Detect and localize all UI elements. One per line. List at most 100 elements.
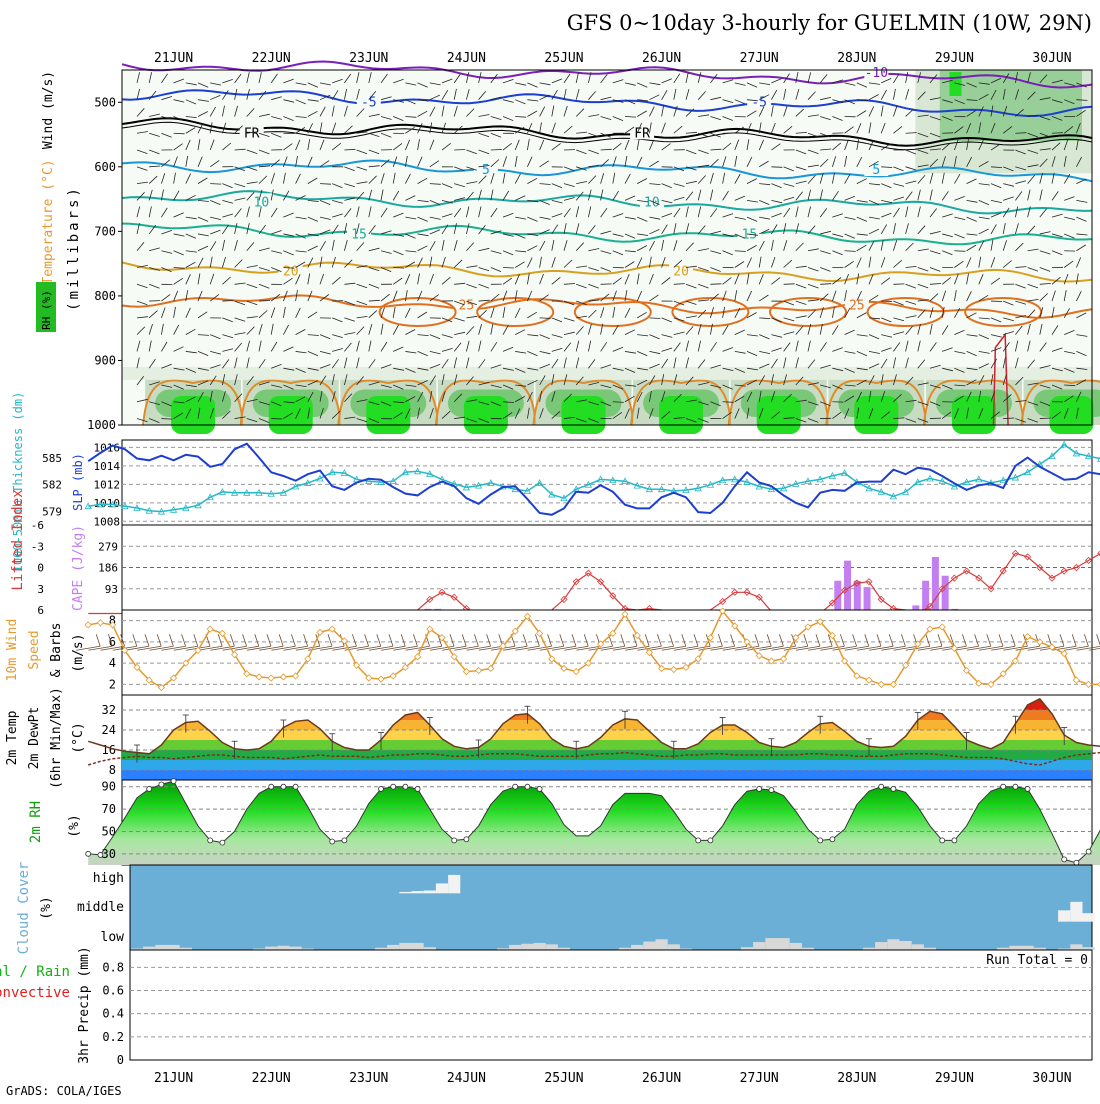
axis-label-cloud: Cloud Cover xyxy=(16,862,32,955)
rh-point xyxy=(879,784,884,789)
rh-point xyxy=(891,786,896,791)
cloud-bar xyxy=(790,943,802,950)
rh-point xyxy=(1013,784,1018,789)
date-label-top: 23JUN xyxy=(349,51,388,66)
rh-zone-core xyxy=(854,396,898,434)
cloud-bar xyxy=(155,945,167,950)
axis-label-pressure: (millibars) xyxy=(66,185,82,311)
rh-point xyxy=(379,786,384,791)
cape-bar xyxy=(942,576,949,610)
cloud-bar xyxy=(412,943,424,950)
cape-bar xyxy=(844,561,851,610)
wind-barb xyxy=(723,402,734,403)
cloud-bar xyxy=(521,944,533,950)
rh-point xyxy=(1001,784,1006,789)
contour-label: 20 xyxy=(283,264,299,279)
date-label-bottom: 24JUN xyxy=(447,1071,486,1086)
rh-zone-core xyxy=(366,396,410,434)
date-label-bottom: 30JUN xyxy=(1032,1071,1071,1086)
cloud-bar xyxy=(753,942,765,950)
cloud-bar xyxy=(265,947,277,950)
cloud-bar xyxy=(875,942,887,950)
y-tick-label: 900 xyxy=(94,353,116,367)
cloud-bar xyxy=(765,938,777,950)
date-label-top: 21JUN xyxy=(154,51,193,66)
date-label-top: 22JUN xyxy=(252,51,291,66)
wind-barb xyxy=(1040,418,1051,419)
cloud-bar xyxy=(399,892,411,893)
wind-barb xyxy=(491,150,502,151)
precip-frame xyxy=(130,950,1092,1060)
rh-point xyxy=(281,784,286,789)
slp-tick-label: 1012 xyxy=(94,478,121,491)
cloud-bar xyxy=(631,945,643,950)
axis-label-rh-unit: (%) xyxy=(67,814,82,837)
wind-barb xyxy=(161,419,172,420)
cape-bar xyxy=(912,605,919,610)
rh-point xyxy=(293,784,298,789)
wind-tick-label: 4 xyxy=(109,656,116,670)
temp-tick-label: 16 xyxy=(102,743,116,757)
temp-tick-label: 8 xyxy=(109,763,116,777)
contour-label: FR xyxy=(244,126,260,141)
rh-zone-core xyxy=(952,396,996,434)
axis-label-wind-0: 10m Wind xyxy=(5,619,20,682)
date-label-top: 24JUN xyxy=(447,51,486,66)
cloud-bar xyxy=(436,883,448,893)
axis-label-wind-3: (m/s) xyxy=(71,633,86,672)
precip-tick-label: 0.6 xyxy=(102,984,124,998)
run-total-label: Run Total = 0 xyxy=(986,953,1088,968)
axis-label-wind-1: Speed xyxy=(27,630,42,669)
li-tick-label: 6 xyxy=(37,604,44,617)
cloud-bar xyxy=(900,941,912,950)
rh-point xyxy=(171,779,176,784)
cloud-bar xyxy=(534,943,546,950)
date-label-bottom: 21JUN xyxy=(154,1071,193,1086)
slp-tick-label: 1010 xyxy=(94,497,121,510)
cloud-bar xyxy=(912,944,924,950)
rh-zone-core xyxy=(269,396,313,434)
rh-point xyxy=(940,838,945,843)
axis-label-rh: 2m RH xyxy=(28,801,44,843)
axis-label-wind: Wind (m/s) xyxy=(41,71,56,149)
axis-label-precip: 3hr Precip (mm) xyxy=(77,946,92,1063)
cape-tick-label: 186 xyxy=(98,562,118,575)
rh-point xyxy=(342,838,347,843)
rh-tick-label: 50 xyxy=(102,824,116,838)
wind-frame xyxy=(122,610,1092,695)
panels: 21JUN21JUN22JUN22JUN23JUN23JUN24JUN24JUN… xyxy=(0,51,1100,1086)
cloud-frame xyxy=(130,865,1092,950)
axis-label-wind-2: & Barbs xyxy=(49,623,64,678)
cloud-bar xyxy=(643,942,655,951)
contour-label: 25 xyxy=(459,299,475,314)
li-tick-label: -3 xyxy=(31,540,44,553)
thickness-tick-label: 579 xyxy=(42,506,62,519)
rh-point xyxy=(147,786,152,791)
rh-point xyxy=(391,784,396,789)
cape-tick-label: 279 xyxy=(98,540,118,553)
li-tick-label: 0 xyxy=(37,562,44,575)
cloud-bar xyxy=(424,891,436,894)
rh-point xyxy=(525,784,530,789)
cloud-bar xyxy=(143,947,155,950)
axis-label-rh: RH (%) xyxy=(40,290,53,330)
y-tick-label: 800 xyxy=(94,289,116,303)
date-label-bottom: 25JUN xyxy=(544,1071,583,1086)
rh-point xyxy=(537,786,542,791)
cloud-bar xyxy=(546,944,558,950)
rh-point xyxy=(98,852,103,857)
cloud-bar xyxy=(778,938,790,950)
axis-label-total-rain: Total / Rain xyxy=(0,964,70,980)
chart-title: GFS 0~10day 3-hourly for GUELMIN (10W, 2… xyxy=(567,11,1092,35)
wind-barb xyxy=(174,133,185,134)
rh-point xyxy=(269,784,274,789)
axis-label-temp-1: 2m DewPt xyxy=(27,707,42,770)
wind-barb xyxy=(1015,133,1026,134)
wind-barb xyxy=(1003,418,1014,419)
rh-point xyxy=(818,838,823,843)
date-label-top: 27JUN xyxy=(740,51,779,66)
